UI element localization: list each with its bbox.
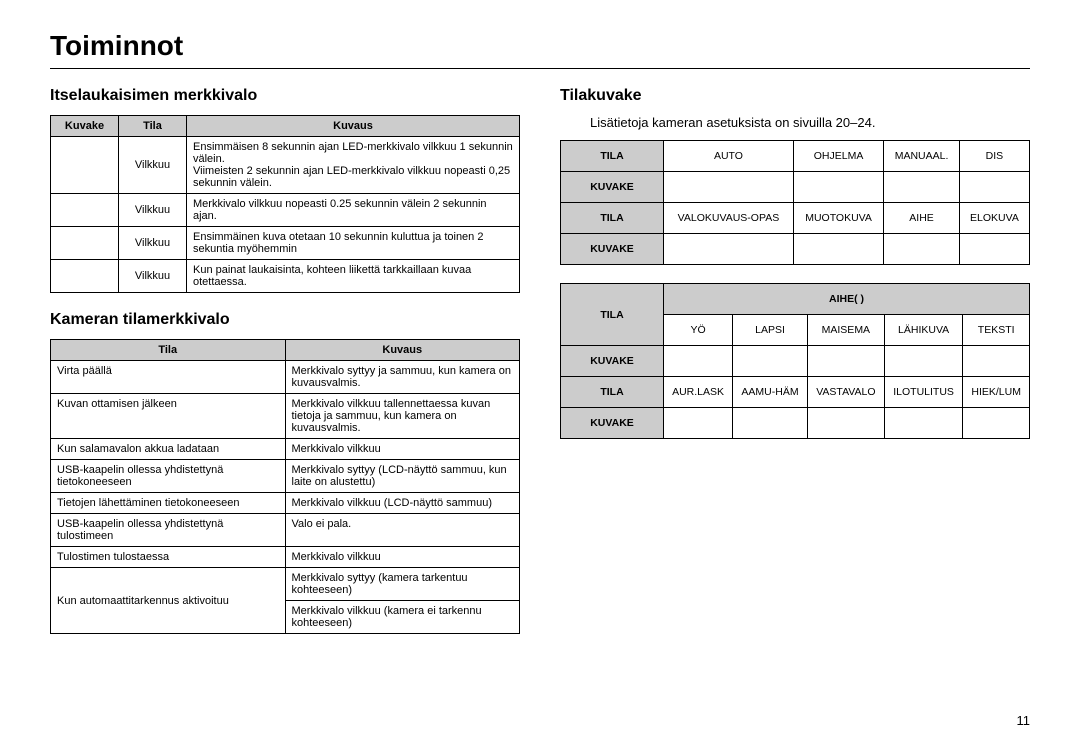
t2-r5-c1: USB-kaapelin ollessa yhdistettynä tulost… [51,514,286,547]
tb-span-header: AIHE( ) [664,284,1030,315]
tb-r1-c3 [884,346,962,377]
t1-r1-c2: Vilkkuu [119,194,187,227]
ta-r1-c3 [959,172,1029,203]
t1-r0-c2: Vilkkuu [119,137,187,194]
t2-r2-c1: Kun salamavalon akkua ladataan [51,439,286,460]
ta-r2-c2: AIHE [884,203,960,234]
tb-r0-c2: MAISEMA [807,315,884,346]
t1-r1-c1 [51,194,119,227]
t2-r3-c2: Merkkivalo syttyy (LCD-näyttö sammuu, ku… [285,460,520,493]
ta-r0-label: TILA [561,141,664,172]
t1-header-icon: Kuvake [51,116,119,137]
t1-r2-c1 [51,227,119,260]
tb-r1-c1 [733,346,808,377]
ta-r1-c1 [793,172,883,203]
section-camera-status-title: Kameran tilamerkkivalo [50,311,520,329]
ta-r0-c2: MANUAAL. [884,141,960,172]
ta-r0-c1: OHJELMA [793,141,883,172]
tb-r0-c0: YÖ [664,315,733,346]
t2-r4-c2: Merkkivalo vilkkuu (LCD-näyttö sammuu) [285,493,520,514]
tb-r3-c3 [884,408,962,439]
t2-r1-c1: Kuvan ottamisen jälkeen [51,394,286,439]
tb-r1-c2 [807,346,884,377]
ta-r0-c0: AUTO [664,141,794,172]
ta-r3-c1 [793,234,883,265]
tb-r3-c2 [807,408,884,439]
tb-r0-c3: LÄHIKUVA [884,315,962,346]
ta-r1-c0 [664,172,794,203]
right-column: Tilakuvake Lisätietoja kameran asetuksis… [560,83,1030,652]
page-title: Toiminnot [50,30,1030,62]
mode-table-b: TILA AIHE( ) YÖ LAPSI MAISEMA LÄHIKUVA T… [560,283,1030,439]
t2-header-desc: Kuvaus [285,340,520,361]
t2-r2-c2: Merkkivalo vilkkuu [285,439,520,460]
t1-r3-c2: Vilkkuu [119,260,187,293]
t1-r0-c1 [51,137,119,194]
t2-r0-c2: Merkkivalo syttyy ja sammuu, kun kamera … [285,361,520,394]
t1-header-state: Tila [119,116,187,137]
mode-table-a: TILA AUTO OHJELMA MANUAAL. DIS KUVAKE TI… [560,140,1030,265]
t2-r6-c2: Merkkivalo vilkkuu [285,547,520,568]
tb-r0-label: TILA [561,284,664,346]
t2-r4-c1: Tietojen lähettäminen tietokoneeseen [51,493,286,514]
ta-r2-label: TILA [561,203,664,234]
t2-r1-c2: Merkkivalo vilkkuu tallennettaessa kuvan… [285,394,520,439]
t1-r3-c3: Kun painat laukaisinta, kohteen liikettä… [187,260,520,293]
t2-r7-c2: Merkkivalo syttyy (kamera tarkentuu koht… [285,568,520,601]
tb-r2-c2: VASTAVALO [807,377,884,408]
t1-r3-c1 [51,260,119,293]
tb-r2-c3: ILOTULITUS [884,377,962,408]
self-timer-table: Kuvake Tila Kuvaus Vilkkuu Ensimmäisen 8… [50,115,520,293]
tb-r1-c0 [664,346,733,377]
tb-r1-c4 [963,346,1030,377]
section-self-timer-title: Itselaukaisimen merkkivalo [50,87,520,105]
t1-r0-c3: Ensimmäisen 8 sekunnin ajan LED-merkkiva… [187,137,520,194]
tb-r2-label: TILA [561,377,664,408]
tb-r3-c1 [733,408,808,439]
t2-r3-c1: USB-kaapelin ollessa yhdistettynä tietok… [51,460,286,493]
tb-r3-c0 [664,408,733,439]
ta-r1-c2 [884,172,960,203]
t2-r6-c1: Tulostimen tulostaessa [51,547,286,568]
t2-r0-c1: Virta päällä [51,361,286,394]
t2-r5-c2: Valo ei pala. [285,514,520,547]
left-column: Itselaukaisimen merkkivalo Kuvake Tila K… [50,83,520,652]
page-number: 11 [1017,713,1031,728]
tb-r2-c4: HIEK/LUM [963,377,1030,408]
ta-r3-c2 [884,234,960,265]
tb-r3-c4 [963,408,1030,439]
t2-r7-c1: Kun automaattitarkennus aktivoituu [51,568,286,634]
t1-header-desc: Kuvaus [187,116,520,137]
t2-header-state: Tila [51,340,286,361]
tb-r2-c0: AUR.LASK [664,377,733,408]
tb-r0-c1: LAPSI [733,315,808,346]
ta-r0-c3: DIS [959,141,1029,172]
tb-r3-label: KUVAKE [561,408,664,439]
camera-status-table: Tila Kuvaus Virta päälläMerkkivalo sytty… [50,339,520,634]
t1-r1-c3: Merkkivalo vilkkuu nopeasti 0.25 sekunni… [187,194,520,227]
tb-r2-c1: AAMU-HÄM [733,377,808,408]
ta-r2-c3: ELOKUVA [959,203,1029,234]
t2-r8-c2: Merkkivalo vilkkuu (kamera ei tarkennu k… [285,601,520,634]
section-mode-icon-title: Tilakuvake [560,87,1030,105]
title-rule [50,68,1030,69]
tb-r1-label: KUVAKE [561,346,664,377]
ta-r2-c0: VALOKUVAUS-OPAS [664,203,794,234]
mode-icon-intro: Lisätietoja kameran asetuksista on sivui… [590,115,1030,130]
ta-r1-label: KUVAKE [561,172,664,203]
ta-r3-c0 [664,234,794,265]
ta-r3-c3 [959,234,1029,265]
ta-r2-c1: MUOTOKUVA [793,203,883,234]
t1-r2-c3: Ensimmäinen kuva otetaan 10 sekunnin kul… [187,227,520,260]
tb-r0-c4: TEKSTI [963,315,1030,346]
ta-r3-label: KUVAKE [561,234,664,265]
t1-r2-c2: Vilkkuu [119,227,187,260]
